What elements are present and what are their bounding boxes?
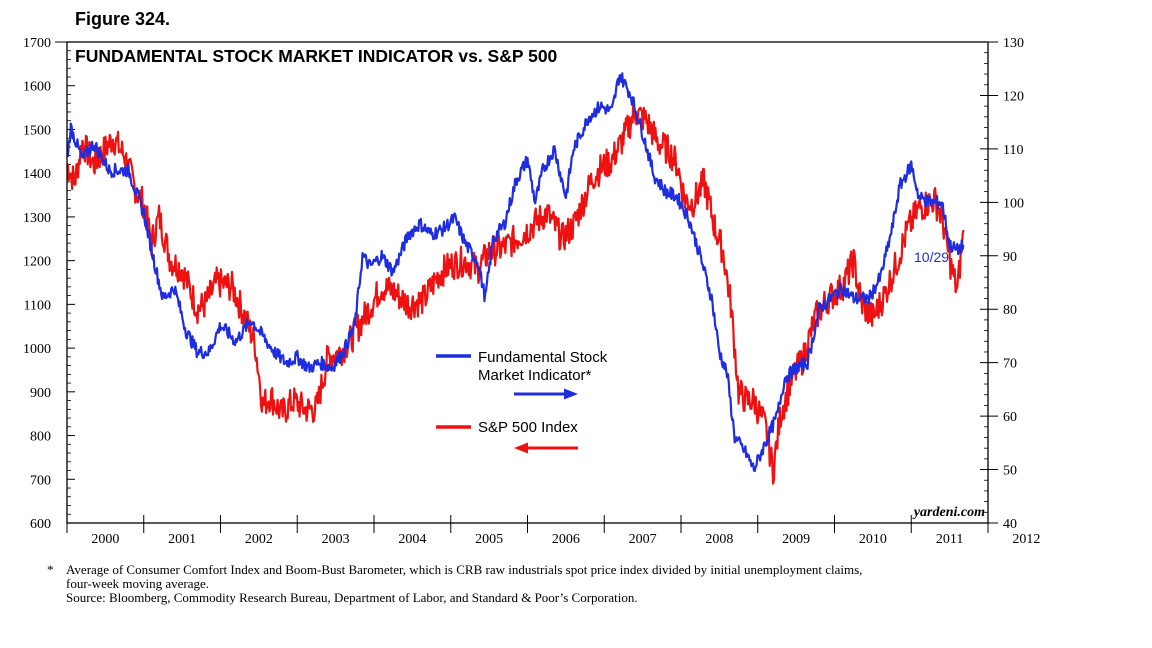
right-tick-label: 70	[1003, 357, 1017, 372]
x-tick-label: 2004	[398, 532, 426, 547]
left-tick-label: 900	[30, 386, 51, 401]
last-date-label: 10/29	[914, 249, 949, 265]
series-line-sp500	[66, 103, 965, 485]
legend-label-sp500: S&P 500 Index	[478, 419, 578, 436]
x-tick-label: 2005	[475, 532, 503, 547]
x-axis: 2000 2001 2002 2003 2004 2005 2006 2007 2008 2009…	[66, 515, 1040, 547]
right-tick-label: 80	[1003, 303, 1017, 318]
legend-arrowhead-left-icon	[514, 442, 528, 454]
x-tick-label: 2012	[1012, 532, 1040, 547]
footnote-star: *	[47, 562, 54, 577]
right-tick-label: 40	[1003, 517, 1017, 532]
footnote-source: Source: Bloomberg, Commodity Research Bu…	[66, 590, 638, 605]
right-tick-label: 50	[1003, 464, 1017, 479]
left-tick-label: 1300	[23, 211, 51, 226]
x-tick-label: 2001	[168, 532, 196, 547]
footnote-line-1: Average of Consumer Comfort Index and Bo…	[66, 562, 863, 577]
legend-arrowhead-right-icon	[564, 388, 578, 400]
legend-label-indicator-line1: Fundamental Stock	[478, 349, 608, 366]
x-tick-label: 2000	[91, 532, 119, 547]
left-tick-label: 1400	[23, 167, 51, 182]
left-tick-label: 600	[30, 517, 51, 532]
footnote-line-2: four-week moving average.	[66, 576, 210, 591]
x-tick-label: 2002	[245, 532, 273, 547]
right-tick-label: 90	[1003, 250, 1017, 265]
chart-title: FUNDAMENTAL STOCK MARKET INDICATOR vs. S…	[75, 46, 558, 66]
left-tick-label: 1200	[23, 255, 51, 270]
left-tick-label: 1600	[23, 80, 51, 95]
left-tick-label: 700	[30, 473, 51, 488]
left-axis: 600 700 800 900 1000 1100 1200 1300 1400 1500 1600…	[23, 36, 75, 532]
series-line-fundamental-indicator	[66, 72, 965, 472]
footnote: * Average of Consumer Comfort Index and …	[47, 563, 1027, 605]
chart: 600 700 800 900 1000 1100 1200 1300 1400 1500 1600…	[23, 36, 1040, 547]
x-tick-label: 2011	[936, 532, 963, 547]
watermark: yardeni.com	[912, 505, 985, 520]
legend-label-indicator-line2: Market Indicator*	[478, 367, 592, 384]
x-tick-label: 2007	[629, 532, 657, 547]
x-tick-label: 2006	[552, 532, 580, 547]
left-tick-label: 1000	[23, 342, 51, 357]
plot-frame	[66, 41, 989, 524]
left-tick-label: 1700	[23, 36, 51, 51]
right-axis: 40 50 60 70 80 90 100 110 120 130	[980, 36, 1024, 532]
right-tick-label: 130	[1003, 36, 1024, 51]
legend: Fundamental Stock Market Indicator* S&P …	[436, 349, 608, 454]
right-tick-label: 120	[1003, 89, 1024, 104]
right-tick-label: 100	[1003, 196, 1024, 211]
x-tick-label: 2010	[859, 532, 887, 547]
figure-label: Figure 324.	[75, 9, 171, 29]
series-layer	[66, 72, 965, 485]
left-tick-label: 1500	[23, 123, 51, 138]
x-tick-label: 2009	[782, 532, 810, 547]
right-tick-label: 110	[1003, 143, 1023, 158]
x-tick-label: 2003	[322, 532, 350, 547]
right-tick-label: 60	[1003, 410, 1017, 425]
left-tick-label: 1100	[24, 298, 51, 313]
left-tick-label: 800	[30, 430, 51, 445]
x-tick-label: 2008	[705, 532, 733, 547]
